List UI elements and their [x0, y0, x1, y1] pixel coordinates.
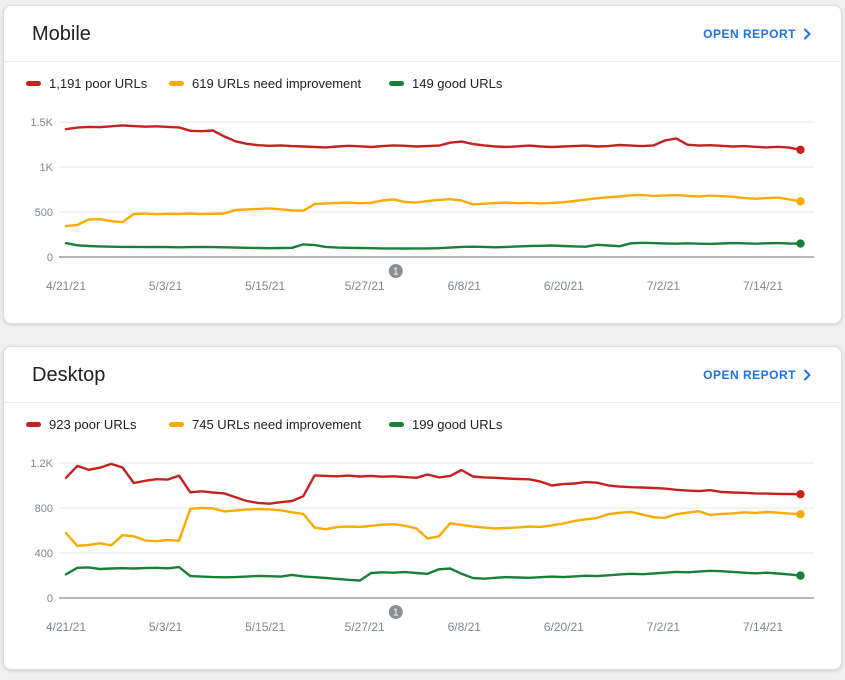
y-axis-tick-label: 400: [35, 548, 53, 560]
legend-item-need-improvement[interactable]: 619 URLs need improvement: [169, 76, 389, 91]
svg-text:1: 1: [393, 608, 399, 619]
svg-text:1: 1: [393, 267, 399, 278]
series-line-poor-urls: [64, 124, 802, 151]
x-axis-tick-label: 6/20/21: [544, 279, 584, 293]
annotation-badge[interactable]: 1: [388, 264, 403, 278]
annotation-badge[interactable]: 1: [388, 605, 403, 619]
x-axis-tick-label: 5/27/21: [345, 279, 385, 293]
series-line-good-urls: [64, 565, 802, 582]
series-end-dot: [796, 197, 805, 206]
mobile-legend: 1,191 poor URLs 619 URLs need improvemen…: [4, 62, 841, 91]
y-axis-tick-label: 0: [47, 593, 53, 605]
legend-item-good[interactable]: 149 good URLs: [389, 76, 502, 91]
chevron-right-icon: [804, 369, 811, 381]
mobile-line-chart[interactable]: 0 500 1K 1.5K 4/21/21 5/3/21 5/15/21 5/27/21 6/8…: [19, 104, 834, 304]
series-end-dot: [796, 571, 805, 580]
mobile-card-title: Mobile: [32, 23, 91, 45]
series-end-dot: [796, 145, 805, 155]
x-axis-tick-label: 6/8/21: [448, 620, 482, 634]
y-axis-tick-label: 1K: [40, 162, 54, 174]
legend-item-poor[interactable]: 923 poor URLs: [26, 417, 169, 432]
open-report-label: OPEN REPORT: [703, 368, 796, 382]
legend-item-need-improvement[interactable]: 745 URLs need improvement: [169, 417, 389, 432]
legend-item-good[interactable]: 199 good URLs: [389, 417, 502, 432]
desktop-line-chart[interactable]: 0 400 800 1.2K 4/21/21 5/3/21 5/15/21 5/27/21 6/…: [19, 445, 834, 645]
y-axis-tick-label: 1.5K: [30, 117, 53, 129]
mobile-card-header: Mobile OPEN REPORT: [4, 6, 841, 62]
legend-label: 149 good URLs: [412, 76, 503, 91]
x-axis-tick-label: 7/14/21: [743, 279, 783, 293]
x-axis-tick-label: 6/8/21: [448, 279, 482, 293]
series-end-dot: [796, 509, 805, 519]
desktop-legend: 923 poor URLs 745 URLs need improvement …: [4, 403, 841, 432]
x-axis-tick-label: 5/15/21: [245, 620, 285, 634]
x-axis-tick-label: 6/20/21: [544, 620, 584, 634]
x-axis-tick-label: 5/27/21: [345, 620, 385, 634]
legend-label: 1,191 poor URLs: [49, 76, 148, 91]
x-axis-tick-label: 7/2/21: [647, 620, 681, 634]
open-report-label: OPEN REPORT: [703, 27, 796, 41]
need-improvement-swatch-icon: [169, 81, 184, 86]
x-axis-tick-label: 4/21/21: [46, 279, 86, 293]
series-line-poor-urls: [64, 462, 802, 505]
y-axis-tick-label: 800: [35, 503, 53, 515]
series-line-good-urls: [64, 241, 802, 250]
desktop-card-title: Desktop: [32, 364, 106, 386]
chevron-right-icon: [804, 28, 811, 40]
series-end-dot: [796, 489, 805, 499]
good-swatch-icon: [389, 81, 404, 86]
mobile-open-report-link[interactable]: OPEN REPORT: [703, 27, 811, 41]
legend-label: 923 poor URLs: [49, 417, 137, 432]
y-axis-tick-label: 500: [35, 207, 53, 219]
x-axis-tick-label: 7/2/21: [647, 279, 681, 293]
x-axis-tick-label: 5/3/21: [149, 279, 183, 293]
legend-item-poor[interactable]: 1,191 poor URLs: [26, 76, 169, 91]
desktop-card-header: Desktop OPEN REPORT: [4, 347, 841, 403]
series-end-dot: [796, 239, 805, 248]
x-axis-tick-label: 5/15/21: [245, 279, 285, 293]
poor-swatch-icon: [26, 422, 41, 427]
desktop-card: Desktop OPEN REPORT 923 poor URLs 745 UR…: [3, 346, 842, 670]
desktop-open-report-link[interactable]: OPEN REPORT: [703, 368, 811, 382]
need-improvement-swatch-icon: [169, 422, 184, 427]
series-line-urls-need-improvement: [64, 193, 802, 228]
legend-label: 619 URLs need improvement: [192, 76, 362, 91]
series-line-urls-need-improvement: [64, 506, 802, 548]
mobile-card: Mobile OPEN REPORT 1,191 poor URLs 619 U…: [3, 5, 842, 324]
legend-label: 745 URLs need improvement: [192, 417, 362, 432]
y-axis-tick-label: 0: [47, 252, 53, 264]
x-axis-tick-label: 4/21/21: [46, 620, 86, 634]
x-axis-tick-label: 5/3/21: [149, 620, 183, 634]
x-axis-tick-label: 7/14/21: [743, 620, 783, 634]
good-swatch-icon: [389, 422, 404, 427]
legend-label: 199 good URLs: [412, 417, 503, 432]
y-axis-tick-label: 1.2K: [30, 458, 53, 470]
poor-swatch-icon: [26, 81, 41, 86]
